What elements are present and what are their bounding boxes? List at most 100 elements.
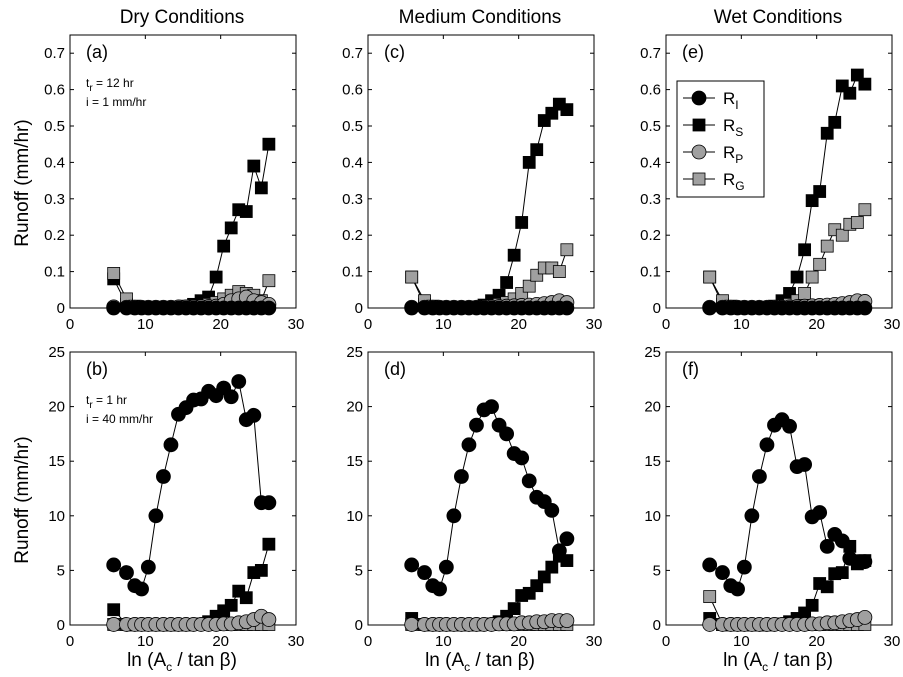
x-tick-label: 30 xyxy=(586,316,603,333)
data-point-r-i xyxy=(417,565,432,580)
y-tick-label: 0.4 xyxy=(342,154,363,171)
y-tick-label: 5 xyxy=(57,562,65,579)
data-point-r-s xyxy=(224,221,238,235)
data-point-r-g xyxy=(262,274,276,288)
y-tick-label: 0.7 xyxy=(640,45,661,62)
y-tick-label: 20 xyxy=(48,399,65,416)
data-point-r-s xyxy=(507,248,521,262)
panel-label: (d) xyxy=(384,359,406,379)
data-point-r-s xyxy=(515,216,529,229)
data-point-r-i xyxy=(156,469,171,484)
panel-annotation: i = 40 mm/hr xyxy=(86,412,153,426)
data-point-r-p xyxy=(857,609,873,625)
x-tick-label: 20 xyxy=(212,633,229,650)
y-tick-label: 0 xyxy=(653,617,661,634)
x-tick-label: 10 xyxy=(733,633,750,650)
data-point-r-i xyxy=(559,531,575,547)
y-tick-label: 25 xyxy=(644,344,661,361)
panel-label: (f) xyxy=(682,359,699,379)
y-tick-label: 15 xyxy=(644,453,661,470)
y-tick-label: 25 xyxy=(48,344,65,361)
data-point-r-i xyxy=(119,565,134,580)
series-line-r-s xyxy=(113,144,270,309)
data-point-r-i xyxy=(514,450,530,466)
y-tick-label: 20 xyxy=(346,399,363,416)
column-title-wet: Wet Conditions xyxy=(714,7,843,28)
data-point-r-s xyxy=(560,554,574,567)
data-point-r-i xyxy=(715,565,730,580)
data-point-r-i xyxy=(469,417,484,433)
data-point-r-s xyxy=(254,564,268,577)
y-tick-label: 0.6 xyxy=(44,82,65,99)
data-point-r-p xyxy=(106,617,122,632)
ylabel-bottom: Runoff (mm/hr) xyxy=(12,436,33,563)
data-point-r-i xyxy=(857,300,873,316)
data-point-r-i xyxy=(432,581,447,597)
data-point-r-g xyxy=(107,267,121,280)
data-point-r-g xyxy=(850,216,864,229)
y-tick-label: 0.3 xyxy=(640,191,661,208)
data-point-r-p xyxy=(702,617,718,632)
x-tick-label: 20 xyxy=(808,316,825,333)
data-point-r-i xyxy=(544,502,560,518)
data-point-r-g xyxy=(552,265,566,279)
data-point-r-s xyxy=(828,115,842,129)
data-point-r-i xyxy=(484,399,499,415)
data-point-r-g xyxy=(560,243,574,257)
y-tick-label: 0 xyxy=(653,300,661,317)
data-point-r-i xyxy=(461,437,477,453)
y-tick-label: 0 xyxy=(57,300,65,317)
data-point-r-i xyxy=(744,508,760,524)
x-tick-label: 20 xyxy=(212,316,229,333)
data-point-r-i xyxy=(261,495,277,511)
y-tick-label: 0.4 xyxy=(640,154,661,171)
data-point-r-i xyxy=(148,508,164,524)
y-tick-label: 10 xyxy=(346,508,363,525)
y-tick-label: 5 xyxy=(355,562,363,579)
data-point-r-s xyxy=(500,276,514,289)
data-point-r-i xyxy=(446,508,462,524)
data-point-r-s xyxy=(545,560,559,574)
data-point-r-i xyxy=(223,389,239,405)
y-tick-label: 5 xyxy=(653,562,661,579)
data-point-r-g xyxy=(858,203,872,217)
legend-box xyxy=(676,80,765,198)
y-tick-label: 0.6 xyxy=(640,82,661,99)
series-line-r-i xyxy=(709,419,865,590)
data-point-r-i xyxy=(140,559,156,575)
legend-marker xyxy=(691,90,707,106)
data-point-r-s xyxy=(224,598,238,612)
panel-label: (e) xyxy=(682,42,704,62)
data-point-r-i xyxy=(782,418,797,434)
data-point-r-i xyxy=(454,469,469,484)
x-tick-label: 0 xyxy=(66,633,74,650)
xlabel-wet: ln (Ac / tan β) xyxy=(723,650,833,674)
y-tick-label: 15 xyxy=(48,453,65,470)
axes-frame xyxy=(665,351,893,626)
panel-f: 0 10 20 30 0 5 10 15 20 25 (f) xyxy=(644,344,900,650)
x-tick-label: 30 xyxy=(884,316,901,333)
data-point-r-g xyxy=(522,279,536,293)
data-point-r-s xyxy=(790,270,804,284)
data-point-r-g xyxy=(703,590,717,604)
panel-label: (b) xyxy=(86,359,108,379)
panels: 0 10 20 30 0 0.1 0.2 0.3 0.4 0.5 0.6 0.7 (a) tr = 12 … xyxy=(44,34,901,650)
data-point-r-i xyxy=(551,543,567,559)
x-tick-label: 20 xyxy=(510,316,527,333)
data-point-r-p xyxy=(559,613,575,629)
column-title-dry: Dry Conditions xyxy=(120,7,245,28)
y-tick-label: 0.1 xyxy=(44,264,65,281)
y-tick-label: 0 xyxy=(355,300,363,317)
y-tick-label: 0 xyxy=(57,617,65,634)
y-tick-label: 0.2 xyxy=(342,227,363,244)
data-point-r-s xyxy=(835,566,849,579)
data-point-r-i xyxy=(736,559,752,575)
data-point-r-i xyxy=(797,457,813,472)
data-point-r-g xyxy=(703,270,717,284)
data-point-r-i xyxy=(438,559,454,575)
y-tick-label: 0.6 xyxy=(342,82,363,99)
data-point-r-i xyxy=(834,533,850,549)
data-point-r-i xyxy=(857,554,873,570)
data-point-r-s xyxy=(217,239,231,253)
data-point-r-g xyxy=(798,287,812,300)
